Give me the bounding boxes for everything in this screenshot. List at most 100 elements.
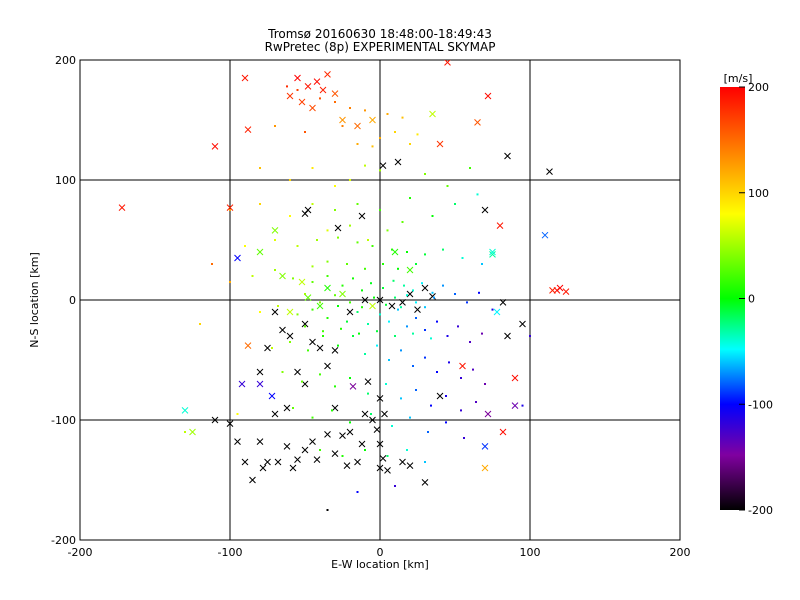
data-point-x: [309, 338, 316, 346]
data-point-dot: [373, 296, 375, 299]
data-point-dot: [385, 383, 387, 385]
data-point-dot: [346, 263, 348, 265]
colorbar-tick-label: 100: [748, 187, 769, 200]
data-point-x: [369, 302, 376, 310]
data-point-x: [268, 392, 276, 400]
data-point-x: [256, 368, 264, 376]
data-point-x: [519, 320, 526, 328]
chart-title: Tromsø 20160630 18:48:00-18:49:43: [267, 27, 492, 41]
data-point-dot: [412, 365, 414, 367]
data-point-dot: [379, 169, 381, 172]
data-point-dot: [277, 305, 279, 307]
data-point-dot: [445, 395, 447, 397]
data-point-dot: [304, 293, 306, 295]
colorbar-tick-label: -100: [748, 398, 773, 411]
data-point-dot: [296, 245, 299, 247]
data-point-x: [294, 456, 301, 463]
data-point-x: [361, 410, 369, 418]
data-point-x: [429, 110, 436, 118]
data-point-dot: [436, 371, 438, 373]
data-point-x: [226, 204, 234, 211]
data-point-dot: [392, 279, 395, 282]
data-point-x: [549, 287, 556, 294]
data-point-dot: [364, 449, 366, 451]
data-point-dot: [371, 245, 374, 247]
data-point-dot: [394, 296, 396, 299]
data-point-x: [406, 462, 414, 469]
data-point-dot: [367, 239, 369, 241]
data-point-x: [283, 443, 291, 450]
data-point-x: [324, 284, 331, 292]
data-point-dot: [382, 287, 384, 289]
data-point-dot: [229, 281, 231, 283]
data-point-dot: [481, 332, 483, 335]
data-point-x: [271, 410, 279, 418]
data-point-x: [301, 320, 309, 328]
data-point-dot: [281, 371, 284, 373]
data-point-dot: [475, 401, 477, 403]
data-point-x: [369, 416, 376, 424]
data-point-x: [226, 420, 234, 427]
data-point-dot: [431, 291, 434, 294]
data-point-dot: [259, 203, 261, 205]
data-point-dot: [481, 263, 483, 265]
data-point-dot: [385, 303, 387, 306]
data-point-dot: [316, 239, 318, 241]
data-point-dot: [412, 289, 414, 292]
data-point-dot: [521, 404, 524, 407]
data-point-dot: [416, 133, 419, 136]
data-point-dot: [356, 203, 359, 205]
data-point-dot: [442, 248, 444, 251]
data-point-x: [493, 308, 501, 316]
data-point-dot: [307, 349, 309, 352]
data-point-dot: [271, 347, 273, 349]
data-point-x: [499, 428, 507, 436]
data-point-dot: [229, 209, 231, 211]
data-point-x: [309, 104, 316, 112]
data-point-x: [244, 342, 252, 349]
data-point-dot: [430, 337, 432, 340]
data-point-x: [496, 222, 504, 229]
data-point-dot: [370, 413, 372, 415]
data-point-dot: [476, 193, 479, 196]
data-point-x: [274, 458, 282, 466]
data-point-x: [259, 464, 267, 472]
data-point-dot: [424, 356, 426, 359]
data-point-x: [304, 294, 312, 301]
data-point-dot: [311, 308, 314, 311]
data-point-dot: [400, 397, 402, 400]
data-point-x: [421, 479, 429, 486]
data-point-x: [381, 410, 388, 418]
data-point-x: [279, 272, 286, 280]
colorbar-tick-label: -200: [748, 504, 773, 517]
data-point-dot: [427, 431, 429, 433]
data-point-dot: [341, 284, 344, 287]
data-point-x: [304, 83, 312, 90]
data-point-dot: [403, 284, 405, 287]
data-point-x: [211, 143, 219, 150]
data-point-x: [373, 426, 381, 433]
x-tick-label: 200: [670, 546, 691, 559]
data-point-dot: [460, 409, 462, 412]
x-axis-ticks: -200 -100 0 100 200: [68, 534, 691, 559]
data-point-dot: [442, 284, 444, 287]
data-point-x: [379, 162, 387, 169]
data-point-dot: [259, 167, 261, 169]
data-point-dot: [259, 311, 261, 313]
data-point-dot: [337, 344, 339, 347]
data-point-dot: [401, 221, 404, 223]
data-point-dot: [311, 281, 314, 283]
data-point-dot: [412, 332, 414, 335]
data-point-x: [189, 428, 196, 436]
data-point-dot: [454, 293, 456, 295]
data-point-dot: [356, 143, 359, 145]
data-point-dot: [446, 185, 449, 187]
data-point-dot: [397, 308, 399, 311]
data-point-dot: [184, 431, 186, 433]
data-point-x: [489, 251, 496, 258]
data-point-x: [298, 278, 306, 286]
x-tick-label: -200: [68, 546, 93, 559]
data-point-x: [349, 383, 357, 390]
data-point-x: [301, 210, 309, 217]
